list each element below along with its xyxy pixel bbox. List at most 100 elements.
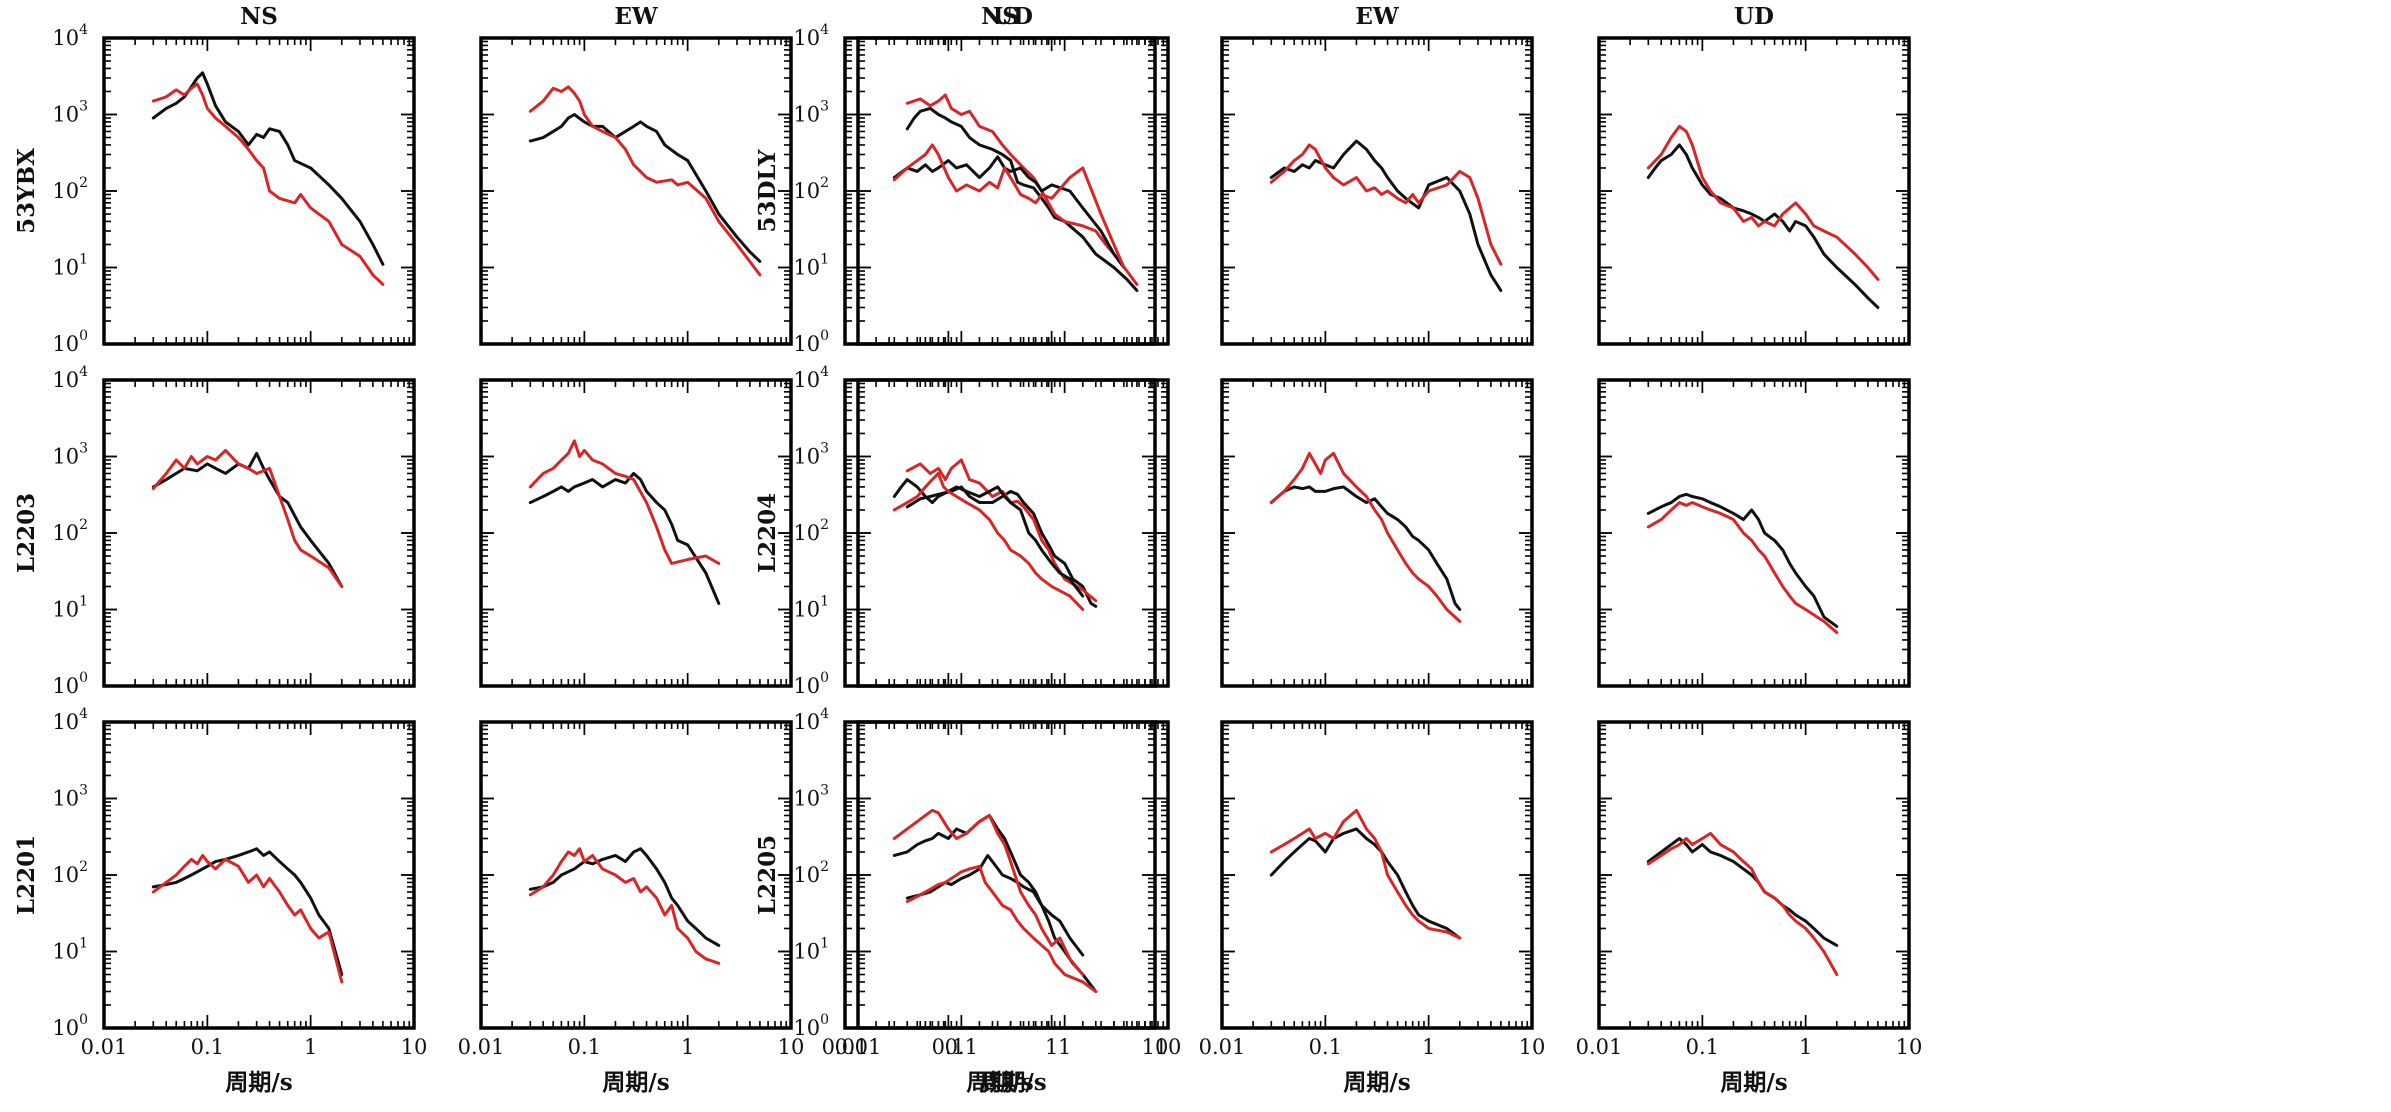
series-line-black xyxy=(151,71,385,266)
y-tick-label: 102 xyxy=(793,517,829,545)
panel-frame xyxy=(1220,720,1534,1030)
series-line-red xyxy=(892,143,1126,269)
x-axis-title: 周期/s xyxy=(1343,1069,1410,1096)
x-tick-label: 0.1 xyxy=(932,1035,965,1059)
column-title-ns: NS xyxy=(981,3,1019,30)
series-line-red xyxy=(151,448,344,588)
series-line-red xyxy=(528,85,762,277)
series-line-red xyxy=(528,439,721,565)
y-tick-label: 104 xyxy=(52,22,88,50)
y-tick-label: 100 xyxy=(52,670,88,698)
series-line-red xyxy=(905,458,1098,603)
series-line-red xyxy=(1646,124,1880,281)
panel-frame xyxy=(1597,36,1911,346)
series-line-black xyxy=(528,113,762,263)
column-title-ew: EW xyxy=(614,3,659,30)
panel-frame xyxy=(856,378,1170,688)
panel-0-0-0: 100 101 102 103 104 xyxy=(52,22,416,356)
y-tick-label: 103 xyxy=(793,783,829,811)
y-tick-label: 102 xyxy=(52,175,88,203)
x-tick-label: 0.01 xyxy=(822,1035,869,1059)
station-label: 53DLY xyxy=(754,149,781,233)
x-tick-label: 1 xyxy=(304,1035,317,1059)
x-tick-label: 0.01 xyxy=(835,1035,882,1059)
y-tick-label: 104 xyxy=(793,364,829,392)
y-tick-label: 101 xyxy=(793,936,829,964)
panel-0-0-2 xyxy=(856,36,1170,346)
series-line-red xyxy=(151,853,344,984)
y-tick-label: 101 xyxy=(52,594,88,622)
x-tick-label: 0.1 xyxy=(945,1035,978,1059)
series-line-black xyxy=(905,485,1098,608)
series-line-red xyxy=(905,93,1139,286)
series-line-red xyxy=(905,864,1098,993)
panel-0-0-1 xyxy=(479,36,793,346)
y-tick-label: 101 xyxy=(52,936,88,964)
y-tick-label: 102 xyxy=(52,517,88,545)
panel-0-2-2: 0.01 0.1 1 10 周期/s xyxy=(835,720,1181,1096)
y-tick-label: 103 xyxy=(52,441,88,469)
column-title-ew: EW xyxy=(1355,3,1400,30)
panel-frame xyxy=(1220,36,1534,346)
y-tick-label: 100 xyxy=(52,1012,88,1040)
panel-1-1-0: 100 101 102 103 104 xyxy=(793,364,1157,698)
series-line-red xyxy=(1646,501,1839,635)
x-tick-label: 0.01 xyxy=(458,1035,505,1059)
column-title-ns: NS xyxy=(240,3,278,30)
x-tick-label: 0.1 xyxy=(568,1035,601,1059)
series-line-black xyxy=(1646,492,1839,628)
station-label: L2204 xyxy=(754,493,781,573)
series-line-black xyxy=(892,478,1085,598)
y-tick-label: 104 xyxy=(52,706,88,734)
series-line-black xyxy=(905,853,1098,993)
panel-frame xyxy=(102,378,416,688)
y-tick-label: 100 xyxy=(793,670,829,698)
panel-frame xyxy=(1597,378,1911,688)
series-line-red xyxy=(892,808,1085,977)
panel-1-0-2 xyxy=(1597,36,1911,346)
y-tick-label: 103 xyxy=(793,441,829,469)
series-line-red xyxy=(1646,831,1839,977)
x-tick-label: 0.1 xyxy=(191,1035,224,1059)
panel-frame xyxy=(1597,720,1911,1030)
x-tick-label: 0.01 xyxy=(81,1035,128,1059)
series-line-black xyxy=(151,847,344,977)
x-axis-title: 周期/s xyxy=(602,1069,669,1096)
series-line-black xyxy=(528,471,721,605)
panel-1-2-2: 0.01 0.1 1 10 周期/s xyxy=(1576,720,1923,1096)
panel-frame xyxy=(102,36,416,346)
series-line-black xyxy=(1269,827,1462,940)
series-line-red xyxy=(151,82,385,286)
x-tick-label: 1 xyxy=(681,1035,694,1059)
station-label: L2201 xyxy=(13,835,40,915)
panel-frame xyxy=(1220,378,1534,688)
column-title-ud: UD xyxy=(993,3,1033,30)
x-tick-label: 1 xyxy=(1422,1035,1435,1059)
x-tick-label: 10 xyxy=(1519,1035,1546,1059)
panel-frame xyxy=(102,720,416,1030)
series-line-red xyxy=(528,847,721,965)
panel-frame xyxy=(479,378,793,688)
panel-frame xyxy=(479,720,793,1030)
x-tick-label: 10 xyxy=(778,1035,805,1059)
panel-0-2-0: 100 101 102 103 104 0.01 0.1 1 10 周期/s xyxy=(52,706,427,1096)
series-line-red xyxy=(1269,143,1503,266)
panel-frame xyxy=(856,720,1170,1030)
y-tick-label: 104 xyxy=(793,706,829,734)
y-tick-label: 102 xyxy=(793,859,829,887)
y-tick-label: 104 xyxy=(52,364,88,392)
x-tick-label: 0.1 xyxy=(1686,1035,1719,1059)
panel-frame xyxy=(843,378,1157,688)
series-line-black xyxy=(892,155,1126,269)
panel-1-0-0: 100 101 102 103 104 xyxy=(793,22,1157,356)
x-tick-label: 10 xyxy=(1896,1035,1923,1059)
y-tick-label: 100 xyxy=(52,328,88,356)
y-tick-label: 102 xyxy=(52,859,88,887)
y-tick-label: 102 xyxy=(793,175,829,203)
series-line-black xyxy=(1646,143,1880,309)
x-tick-label: 0.1 xyxy=(1309,1035,1342,1059)
panel-0-1-0: 100 101 102 103 104 xyxy=(52,364,416,698)
y-tick-label: 101 xyxy=(52,252,88,280)
y-tick-label: 103 xyxy=(52,783,88,811)
